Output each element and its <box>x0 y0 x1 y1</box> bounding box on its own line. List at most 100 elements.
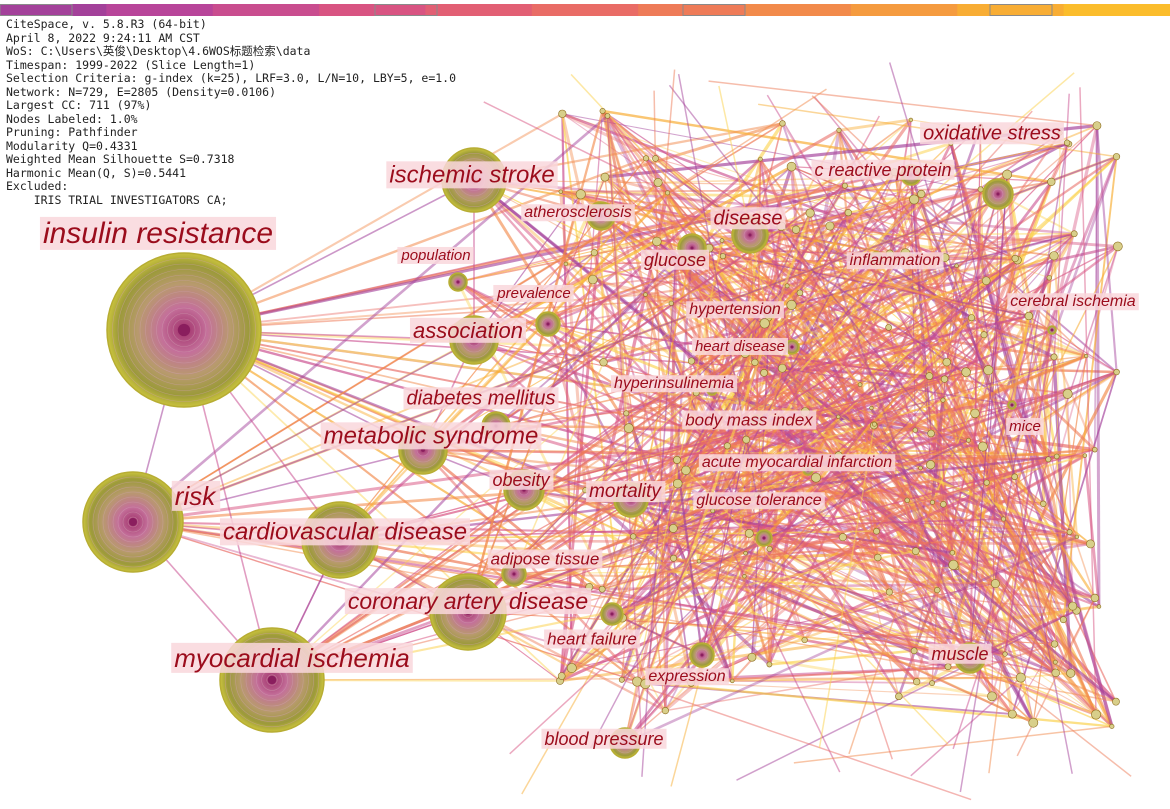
network-edge <box>791 232 1075 306</box>
minor-node <box>873 527 880 535</box>
minor-node <box>926 460 936 470</box>
info-line: WoS: C:\Users\英俊\Desktop\4.6WOS标题检索\data <box>6 44 311 58</box>
minor-node <box>744 529 754 538</box>
network-edge <box>521 528 674 795</box>
network-edge <box>611 259 1019 615</box>
keyword-label-background <box>386 161 558 189</box>
node-ring <box>230 638 314 722</box>
minor-node <box>1002 651 1008 657</box>
network-edge <box>603 361 1132 777</box>
minor-node <box>1092 446 1098 453</box>
timeline-segment <box>531 4 640 16</box>
minor-node <box>801 636 808 644</box>
keyword-label-background <box>1006 417 1044 435</box>
network-edge <box>621 679 972 801</box>
keyword-label-background <box>489 469 554 490</box>
network-edge <box>749 234 1078 612</box>
minor-node <box>670 554 677 562</box>
minor-node <box>642 155 650 162</box>
minor-node <box>1112 153 1121 161</box>
keyword-label: acute myocardial infarction <box>702 454 892 471</box>
minor-node <box>563 261 569 267</box>
network-edge <box>183 328 806 414</box>
network-edge <box>1047 93 1070 460</box>
minor-node <box>1066 668 1076 678</box>
info-panel: CiteSpace, v. 5.8.R3 (64-bit) April 8, 20… <box>6 17 456 207</box>
minor-node <box>661 707 669 715</box>
minor-node <box>836 127 842 133</box>
minor-node <box>1066 529 1073 536</box>
keyword-label-background <box>409 317 527 343</box>
minor-node <box>1046 275 1052 281</box>
keyword-label-background <box>686 301 784 319</box>
keyword-label-background <box>403 387 559 410</box>
minor-node <box>796 289 804 297</box>
network-edge <box>473 179 765 324</box>
minor-node <box>990 579 1000 589</box>
minor-node <box>687 357 696 365</box>
minor-node <box>977 441 988 452</box>
timeline-marker <box>682 4 746 16</box>
network-edge <box>708 248 713 391</box>
minor-node <box>908 117 914 123</box>
minor-node <box>1113 241 1123 252</box>
node-core <box>456 280 460 284</box>
network-edge <box>749 233 1075 236</box>
minor-node <box>1028 717 1039 728</box>
minor-node <box>1051 668 1060 678</box>
minor-node <box>618 676 625 683</box>
node-core <box>748 233 752 237</box>
node-ring <box>541 317 555 331</box>
network-edge <box>630 355 1087 501</box>
info-line: April 8, 2022 9:24:11 AM CST <box>6 30 200 45</box>
network-edge <box>132 155 1117 523</box>
network-edge <box>736 609 1077 781</box>
network-edge <box>602 109 1052 184</box>
network-edge <box>874 257 1096 599</box>
minor-node <box>980 331 988 339</box>
network-edge <box>848 502 934 755</box>
keyword-label: association <box>413 318 523 343</box>
network-edge <box>559 536 765 683</box>
network-edge <box>621 537 765 681</box>
keyword-label-background <box>693 492 825 510</box>
keyword-label: myocardial ischemia <box>174 643 410 673</box>
minor-node <box>599 358 608 367</box>
minor-node <box>1052 659 1058 665</box>
network-edge <box>763 536 879 559</box>
node-core <box>790 345 794 349</box>
keyword-label-background <box>320 422 542 450</box>
minor-node <box>968 314 976 322</box>
minor-node <box>665 190 671 196</box>
minor-node <box>934 586 941 594</box>
minor-node <box>1112 697 1120 706</box>
keyword-label: obesity <box>492 470 550 490</box>
network-edge <box>763 233 1075 539</box>
network-edge <box>984 280 1114 727</box>
minor-node <box>948 559 959 570</box>
minor-node <box>1045 456 1052 463</box>
network-edge <box>592 278 1013 407</box>
keyword-label: heart disease <box>695 338 785 355</box>
keyword-label: blood pressure <box>544 729 663 749</box>
info-line: Modularity Q=0.4331 <box>6 138 138 153</box>
network-edge <box>183 328 947 364</box>
keyword-label-background <box>487 549 603 569</box>
timeline-marker <box>989 4 1053 16</box>
network-edge <box>799 125 981 294</box>
network-edge <box>701 439 747 656</box>
minor-node <box>1086 539 1095 549</box>
network-edge <box>1052 356 1073 674</box>
network-edge <box>611 459 678 615</box>
minor-node <box>760 369 768 377</box>
keyword-label: inflammation <box>850 252 941 269</box>
network-edge <box>718 85 770 319</box>
minor-node <box>600 172 610 182</box>
node-ring <box>987 183 1009 205</box>
minor-node <box>811 472 821 483</box>
minor-node <box>723 442 731 450</box>
network-edge <box>1014 232 1075 260</box>
node-ring <box>161 307 207 353</box>
keyword-label-background <box>710 207 786 230</box>
network-edge <box>546 323 675 559</box>
